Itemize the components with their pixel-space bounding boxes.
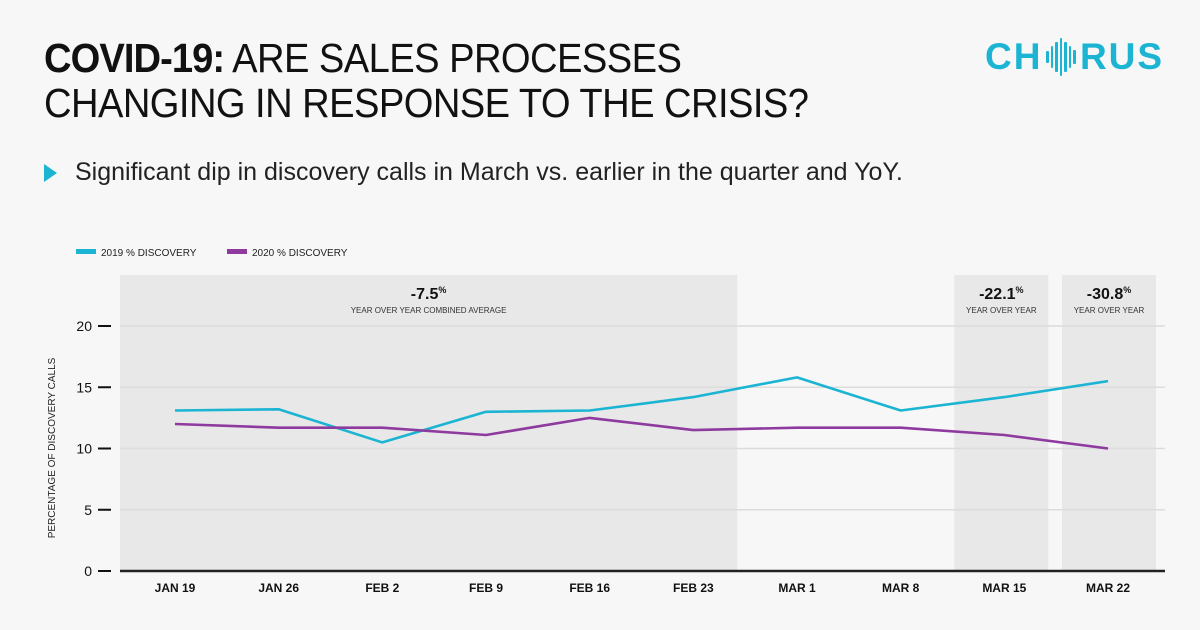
legend-label: 2019 % DISCOVERY: [101, 248, 197, 259]
logo-left: CH: [985, 36, 1043, 77]
x-tick-label: MAR 8: [882, 581, 920, 595]
shaded-region: [1062, 275, 1156, 571]
series-line-2019: [174, 376, 1109, 444]
legend-label: 2020 % DISCOVERY: [252, 248, 348, 259]
title-line1: ARE SALES PROCESSES: [232, 35, 682, 81]
x-tick-label: FEB 23: [673, 581, 714, 595]
x-tick-label: FEB 16: [569, 581, 610, 595]
x-tick-label: MAR 22: [1086, 581, 1130, 595]
annotation-value: -30.8%: [1087, 285, 1131, 303]
annotation-value: -7.5%: [411, 285, 447, 303]
legend-swatch: [76, 249, 96, 254]
x-tick-label: FEB 2: [365, 581, 399, 595]
bullet-text: Significant dip in discovery calls in Ma…: [75, 158, 903, 186]
y-tick-label: 5: [84, 502, 92, 518]
annotation-label: YEAR OVER YEAR: [1074, 306, 1145, 315]
legend-swatch: [227, 249, 247, 254]
annotation-label: YEAR OVER YEAR: [966, 306, 1037, 315]
title-line2: CHANGING IN RESPONSE TO THE CRISIS?: [44, 80, 809, 126]
x-tick-label: JAN 19: [155, 581, 196, 595]
annotation-value: -22.1%: [979, 285, 1023, 303]
x-tick-label: JAN 26: [258, 581, 299, 595]
x-tick-label: FEB 9: [469, 581, 503, 595]
annotation-label: YEAR OVER YEAR COMBINED AVERAGE: [351, 306, 507, 315]
bullet-point: Significant dip in discovery calls in Ma…: [44, 158, 903, 187]
page-title: COVID-19: ARE SALES PROCESSES CHANGING IN…: [44, 35, 809, 126]
y-tick-label: 20: [76, 318, 92, 334]
y-axis-label: PERCENTAGE OF DISCOVERY CALLS: [47, 357, 58, 538]
shaded-region: [120, 275, 738, 571]
title-bold: COVID-19:: [44, 35, 225, 81]
shaded-region: [954, 275, 1049, 571]
chorus-logo: CH RUS: [985, 36, 1164, 78]
series-line-2020: [174, 416, 1109, 450]
x-tick-label: MAR 1: [778, 581, 816, 595]
y-tick-label: 10: [76, 441, 92, 457]
logo-right: RUS: [1079, 36, 1165, 77]
x-tick-label: MAR 15: [982, 581, 1026, 595]
y-tick-label: 0: [84, 563, 92, 579]
soundwave-icon: [1046, 37, 1076, 77]
triangle-bullet-icon: [44, 163, 57, 182]
y-tick-label: 15: [76, 379, 92, 395]
